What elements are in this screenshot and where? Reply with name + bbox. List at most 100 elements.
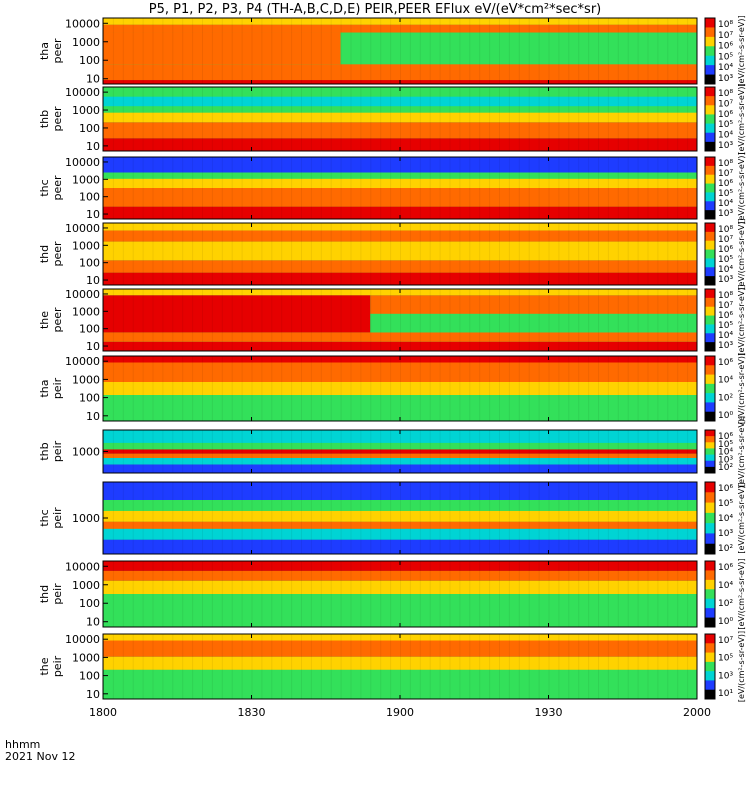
heatmap-speckle xyxy=(142,430,144,473)
heatmap-speckle xyxy=(380,157,382,219)
heatmap-speckle xyxy=(172,430,174,473)
heatmap-band xyxy=(103,178,697,188)
heatmap-speckle xyxy=(291,356,293,421)
colorbar-segment xyxy=(705,27,715,38)
heatmap-speckle xyxy=(360,482,362,554)
colorbar-frame xyxy=(704,481,716,555)
colorbar-segment xyxy=(705,608,715,619)
heatmap-speckle xyxy=(598,87,599,151)
colorbar-unit-label: [eV/(cm²-s-sr-eV)] xyxy=(737,631,746,702)
heatmap-speckle xyxy=(152,356,154,421)
heatmap-speckle xyxy=(568,157,570,219)
colorbar-segment xyxy=(705,589,715,600)
y-tick-label: 100 xyxy=(79,323,100,336)
heatmap-speckle xyxy=(459,634,461,699)
heatmap-speckle xyxy=(588,634,590,699)
heatmap-speckle xyxy=(330,482,332,554)
heatmap-speckle xyxy=(617,223,619,285)
colorbar-segment xyxy=(705,183,715,193)
x-tick-label: 1900 xyxy=(386,706,414,719)
heatmap-speckle xyxy=(251,289,253,351)
heatmap-band xyxy=(103,32,341,65)
heatmap-speckle xyxy=(598,430,599,473)
heatmap-speckle xyxy=(132,87,134,151)
heatmap-speckle xyxy=(400,157,401,219)
heatmap-speckle xyxy=(508,561,510,627)
heatmap-speckle xyxy=(499,356,500,421)
heatmap-speckle xyxy=(538,482,540,554)
heatmap-speckle xyxy=(301,430,302,473)
heatmap-band xyxy=(103,87,697,97)
heatmap-speckle xyxy=(617,87,619,151)
heatmap-speckle xyxy=(489,430,491,473)
heatmap-band xyxy=(103,521,697,529)
heatmap-speckle xyxy=(301,289,302,351)
heatmap-speckle xyxy=(578,289,580,351)
heatmap-speckle xyxy=(400,482,401,554)
colorbar-frame xyxy=(704,355,716,422)
colorbar-frame xyxy=(704,17,716,85)
colorbar-segment xyxy=(705,543,715,555)
heatmap-speckle xyxy=(380,223,382,285)
colorbar-tick-label: 10⁸ xyxy=(718,20,733,30)
heatmap-speckle xyxy=(142,561,144,627)
heatmap-speckle xyxy=(172,289,174,351)
colorbar-tick-label: 10⁵ xyxy=(718,440,733,450)
heatmap-band xyxy=(103,382,697,395)
heatmap-speckle xyxy=(548,482,550,554)
heatmap-speckle xyxy=(657,356,659,421)
colorbar-segment xyxy=(705,36,715,47)
heatmap-speckle xyxy=(687,561,689,627)
heatmap-speckle xyxy=(508,157,510,219)
heatmap-speckle xyxy=(489,289,491,351)
heatmap-speckle xyxy=(301,634,302,699)
heatmap-speckle xyxy=(558,157,560,219)
heatmap-band xyxy=(103,172,697,179)
heatmap-speckle xyxy=(271,157,273,219)
heatmap-speckle xyxy=(360,87,362,151)
heatmap-speckle xyxy=(598,482,599,554)
heatmap-speckle xyxy=(132,289,134,351)
heatmap-speckle xyxy=(677,223,679,285)
heatmap-speckle xyxy=(627,87,629,151)
heatmap-band xyxy=(103,482,697,500)
colorbar-tick-label: 10⁷ xyxy=(718,99,733,109)
heatmap-speckle xyxy=(310,289,312,351)
heatmap-speckle xyxy=(687,289,689,351)
heatmap-speckle xyxy=(211,634,213,699)
heatmap-speckle xyxy=(449,561,451,627)
colorbar-segment xyxy=(705,442,715,449)
heatmap-band xyxy=(103,500,697,511)
y-axis-label: tha xyxy=(38,42,51,60)
heatmap-speckle xyxy=(479,561,481,627)
heatmap-speckle xyxy=(112,289,114,351)
heatmap-speckle xyxy=(112,634,114,699)
heatmap-speckle xyxy=(310,18,312,84)
heatmap-speckle xyxy=(231,157,233,219)
heatmap-speckle xyxy=(350,561,352,627)
heatmap-speckle xyxy=(231,289,233,351)
y-tick-label: 1000 xyxy=(72,651,100,664)
heatmap-speckle xyxy=(152,561,154,627)
heatmap-band xyxy=(103,332,697,342)
heatmap-speckle xyxy=(479,157,481,219)
colorbar-tick-label: 10⁶ xyxy=(718,432,733,442)
colorbar-segment xyxy=(705,267,715,277)
heatmap-speckle xyxy=(617,289,619,351)
heatmap-speckle xyxy=(202,223,203,285)
heatmap-speckle xyxy=(548,561,550,627)
heatmap-speckle xyxy=(172,561,174,627)
y-tick-label: 1000 xyxy=(72,446,100,459)
heatmap-speckle xyxy=(142,18,144,84)
heatmap-speckle xyxy=(677,561,679,627)
heatmap-speckle xyxy=(310,482,312,554)
heatmap-speckle xyxy=(112,356,114,421)
heatmap-speckle xyxy=(330,18,332,84)
heatmap-speckle xyxy=(429,561,431,627)
heatmap-speckle xyxy=(667,289,669,351)
heatmap-speckle xyxy=(459,356,461,421)
y-axis-label: peer xyxy=(51,307,64,333)
heatmap-speckle xyxy=(202,356,203,421)
heatmap-speckle xyxy=(419,289,421,351)
y-tick-label: 10 xyxy=(86,274,100,287)
